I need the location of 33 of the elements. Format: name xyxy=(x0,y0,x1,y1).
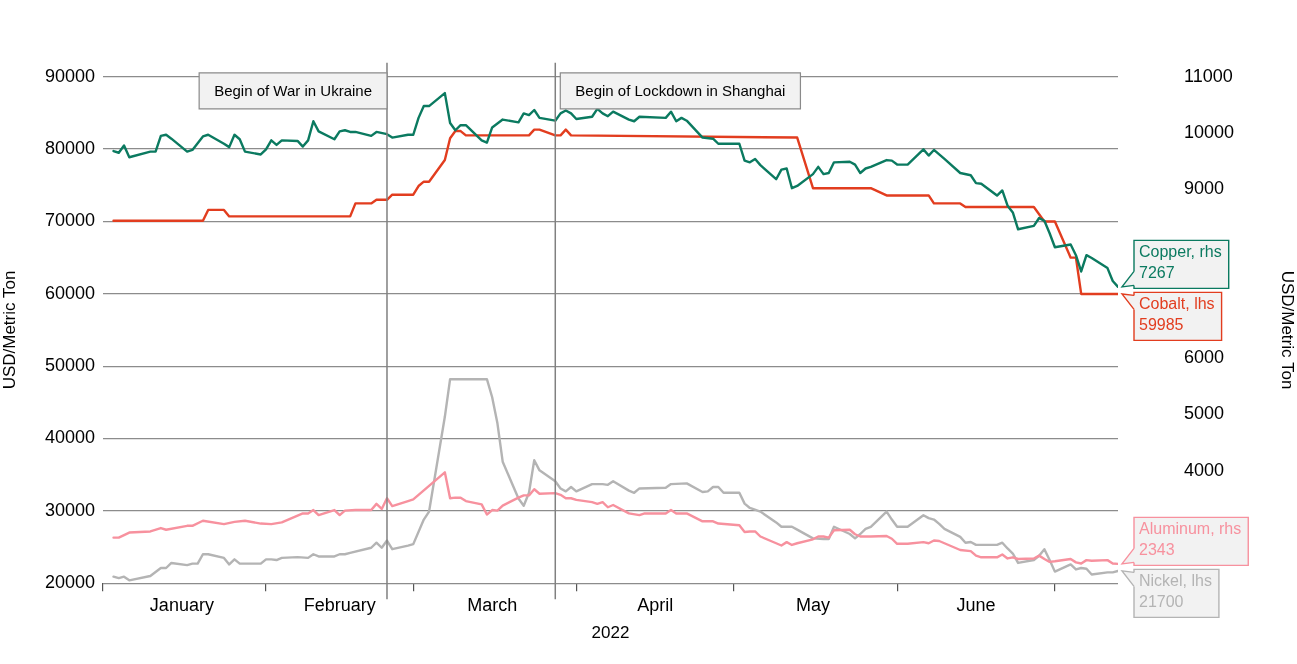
y2-tick-label: 10000 xyxy=(1184,122,1235,143)
text: Copper, rhs xyxy=(1139,242,1222,260)
x-tick-label: March xyxy=(467,594,518,615)
legend-label: Nickel, lhs xyxy=(1139,571,1212,589)
y-tick-label: 70000 xyxy=(44,210,95,231)
y-tick-label: 60000 xyxy=(44,282,95,303)
y-tick-label: 40000 xyxy=(44,427,95,448)
ref-line-label: Begin of War in Ukraine xyxy=(214,81,372,99)
y-axis-title: USD/Metric Ton xyxy=(0,270,19,390)
y-tick-label: 20000 xyxy=(44,572,95,593)
y-tick-label: 30000 xyxy=(44,499,95,520)
y2-axis-title: USD/Metric Ton xyxy=(1278,270,1297,390)
y2-tick-label: 9000 xyxy=(1184,178,1225,199)
x-tick-label: February xyxy=(303,594,376,615)
y2-tick-label: 4000 xyxy=(1184,459,1225,480)
y2-tick-label: 5000 xyxy=(1184,403,1225,424)
x-axis-title: 2022 xyxy=(591,622,630,642)
x-tick-label: June xyxy=(956,594,996,615)
y-tick-label: 50000 xyxy=(44,355,95,376)
y-tick-label: 80000 xyxy=(44,138,95,159)
x-tick-label: April xyxy=(637,594,674,615)
y2-tick-label: 6000 xyxy=(1184,347,1225,368)
data-label: 59985 xyxy=(1139,315,1184,333)
x-tick-label: January xyxy=(149,594,214,615)
y2-tick-label: 11000 xyxy=(1184,65,1233,86)
data-label: 21700 xyxy=(1139,592,1184,610)
data-label: 7267 xyxy=(1139,263,1175,281)
x-tick-label: May xyxy=(795,594,830,615)
data-label: 2343 xyxy=(1139,540,1175,558)
ref-line-label: Begin of Lockdown in Shanghai xyxy=(575,81,786,99)
y-tick-label: 90000 xyxy=(44,65,95,86)
legend-label: Cobalt, lhs xyxy=(1139,294,1215,312)
text: Aluminum, rhs xyxy=(1139,519,1242,537)
